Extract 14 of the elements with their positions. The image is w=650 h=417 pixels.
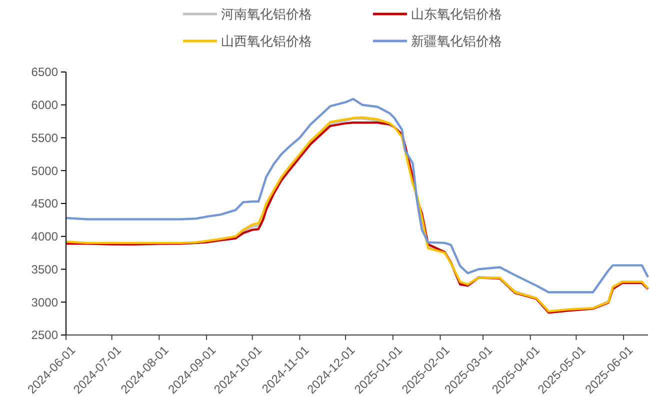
legend-label: 山西氧化铝价格	[221, 34, 312, 49]
y-tick-label: 2500	[31, 328, 58, 342]
legend-label: 河南氧化铝价格	[221, 6, 312, 22]
y-tick-label: 6500	[31, 65, 58, 80]
y-tick-label: 5500	[31, 130, 58, 145]
line-series	[64, 98, 650, 294]
y-tick-label: 3000	[31, 295, 58, 310]
legend-label: 山东氧化铝价格	[411, 6, 502, 22]
legend-label: 新疆氧化铝价格	[411, 34, 502, 49]
y-tick-label: 4500	[31, 196, 58, 211]
y-tick-label: 3500	[31, 262, 58, 276]
y-tick-label: 5000	[31, 164, 58, 178]
y-tick-label: 4000	[31, 230, 58, 244]
y-tick-label: 6000	[31, 98, 58, 112]
